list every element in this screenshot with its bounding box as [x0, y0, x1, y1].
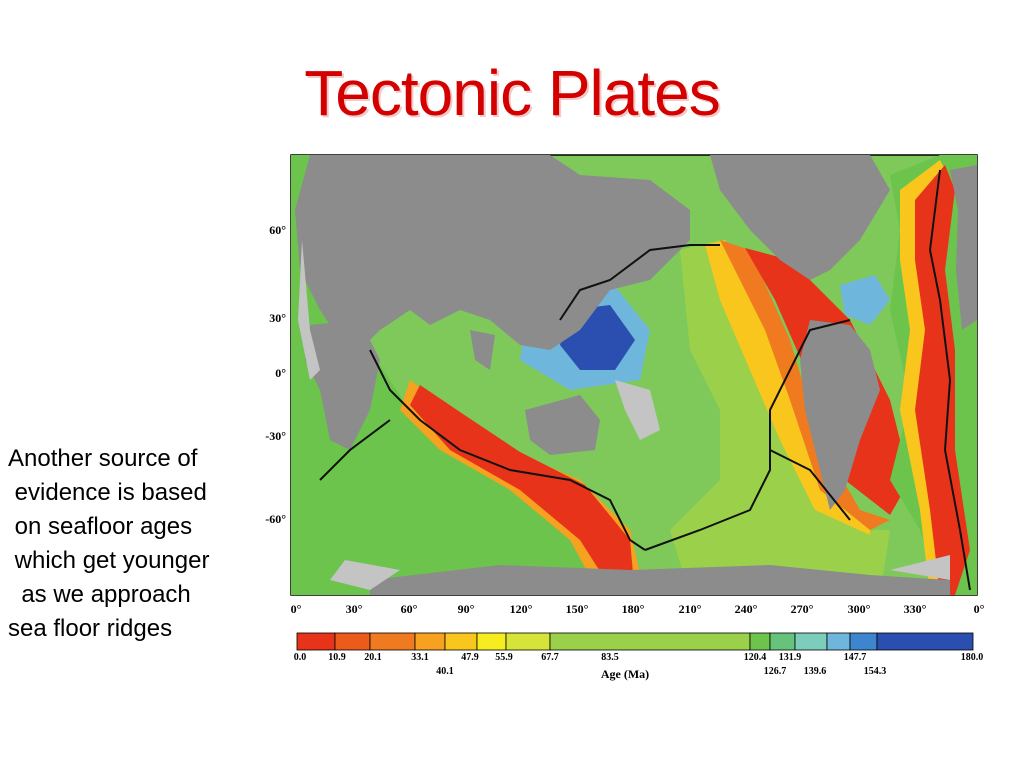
- body-line: sea floor ridges: [8, 615, 173, 642]
- ocean-age-bands: [291, 155, 977, 595]
- colorbar-swatch: [414, 632, 446, 651]
- colorbar-tick: 139.6: [803, 666, 827, 677]
- lon-label: 60°: [400, 602, 418, 616]
- seafloor-age-map-graphic: [290, 154, 978, 651]
- age-colorbar: [296, 632, 974, 651]
- lon-label: 240°: [734, 602, 758, 616]
- lat-label-60: 60°: [269, 223, 286, 237]
- colorbar-tick: 83.5: [601, 652, 619, 663]
- lon-label: 150°: [565, 602, 589, 616]
- lat-label-neg30: -30°: [265, 429, 286, 443]
- colorbar-swatch: [369, 632, 416, 651]
- lat-label-30: 30°: [269, 311, 286, 325]
- colorbar-swatch: [444, 632, 478, 651]
- body-line: on seafloor ages: [8, 513, 193, 540]
- colorbar-tick: 55.9: [495, 652, 513, 663]
- colorbar-tick: 67.7: [541, 652, 559, 663]
- lon-label: 210°: [678, 602, 702, 616]
- seafloor-age-map: 60° 30° 0° -30° -60° 0° 30° 60° 90° 120°…: [250, 150, 1010, 690]
- colorbar-tick: 131.9: [778, 652, 802, 663]
- ridge-lines: [319, 169, 971, 591]
- lon-label: 90°: [457, 602, 475, 616]
- colorbar-tick: 147.7: [843, 652, 867, 663]
- lon-label: 330°: [903, 602, 927, 616]
- body-text: Another source of evidence is based on s…: [8, 442, 258, 646]
- colorbar-swatch: [769, 632, 796, 651]
- colorbar-tick: 120.4: [743, 652, 767, 663]
- colorbar-swatch: [296, 632, 336, 651]
- body-line: evidence is based: [8, 479, 207, 506]
- body-line: which get younger: [8, 547, 210, 574]
- colorbar-swatch: [334, 632, 371, 651]
- colorbar-swatch: [476, 632, 507, 651]
- land-masses: [295, 155, 977, 595]
- colorbar-tick: 47.9: [461, 652, 479, 663]
- lon-label: 120°: [509, 602, 533, 616]
- colorbar-swatch: [505, 632, 551, 651]
- colorbar-swatch: [849, 632, 878, 651]
- lon-label: 0°: [973, 602, 985, 616]
- colorbar-tick: 33.1: [411, 652, 429, 663]
- lon-label: 300°: [847, 602, 871, 616]
- colorbar-swatch: [826, 632, 851, 651]
- lon-label: 0°: [290, 602, 302, 616]
- colorbar-swatch: [549, 632, 751, 651]
- colorbar-tick: 154.3: [863, 666, 887, 677]
- colorbar-tick: 20.1: [364, 652, 382, 663]
- colorbar-tick: 10.9: [328, 652, 346, 663]
- colorbar-tick: 180.0: [960, 652, 984, 663]
- colorbar-swatch: [876, 632, 974, 651]
- body-line: as we approach: [8, 581, 191, 608]
- lon-label: 270°: [790, 602, 814, 616]
- colorbar-swatch: [749, 632, 771, 651]
- lon-label: 30°: [345, 602, 363, 616]
- body-line: Another source of: [8, 445, 198, 472]
- colorbar-tick: 40.1: [436, 666, 454, 677]
- lon-label: 180°: [621, 602, 645, 616]
- colorbar-tick: 0.0: [293, 652, 307, 663]
- colorbar-tick: 126.7: [763, 666, 787, 677]
- slide-title: Tectonic Plates: [304, 57, 720, 129]
- lat-label-0: 0°: [275, 366, 286, 380]
- lat-label-neg60: -60°: [265, 512, 286, 526]
- colorbar-title: Age (Ma): [600, 667, 650, 681]
- colorbar-swatch: [794, 632, 828, 651]
- continental-shelves: [298, 240, 950, 590]
